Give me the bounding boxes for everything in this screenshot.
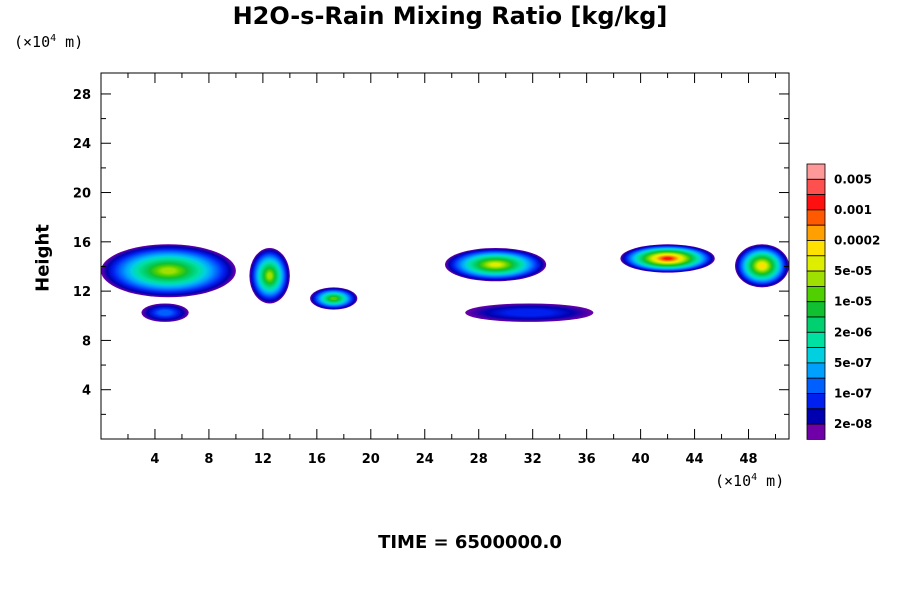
colorbar-label: 5e-07 bbox=[834, 356, 872, 370]
x-tick-label: 32 bbox=[524, 452, 542, 467]
field-region bbox=[141, 303, 189, 322]
colorbar-swatch bbox=[806, 331, 826, 348]
x-tick-label: 48 bbox=[739, 452, 757, 467]
x-tick-label: 12 bbox=[254, 452, 272, 467]
field-region bbox=[620, 244, 715, 273]
colorbar-swatch bbox=[806, 301, 826, 318]
colorbar-swatch bbox=[806, 377, 826, 394]
field-region bbox=[465, 303, 594, 322]
colorbar-label: 1e-05 bbox=[834, 295, 872, 309]
field-region bbox=[310, 287, 358, 310]
field-region bbox=[445, 247, 547, 282]
colorbar-swatch bbox=[806, 270, 826, 287]
colorbar-swatch bbox=[806, 209, 826, 226]
x-tick-label: 36 bbox=[578, 452, 596, 467]
time-label: TIME = 6500000.0 bbox=[378, 532, 562, 553]
x-tick-label: 20 bbox=[362, 452, 380, 467]
colorbar-label: 1e-07 bbox=[834, 387, 872, 401]
field-region bbox=[100, 244, 236, 298]
y-tick-label: 16 bbox=[73, 236, 91, 251]
x-tick-label: 28 bbox=[470, 452, 488, 467]
colorbar-swatch bbox=[806, 224, 826, 241]
colorbar-swatch bbox=[806, 240, 826, 257]
x-tick-label: 40 bbox=[632, 452, 650, 467]
y-tick-label: 28 bbox=[73, 88, 91, 103]
colorbar-label: 0.0002 bbox=[834, 234, 880, 248]
x-tick-label: 44 bbox=[686, 452, 704, 467]
colorbar-swatch bbox=[806, 408, 826, 425]
colorbar-swatch bbox=[806, 178, 826, 196]
colorbar-swatch bbox=[806, 362, 826, 379]
colorbar-swatch bbox=[806, 393, 826, 410]
colorbar-swatch bbox=[806, 347, 826, 364]
y-tick-label: 24 bbox=[73, 137, 91, 152]
colorbar-legend: 0.005 0.001 0.0002 5e-05 1e-05 2e-06 5e-07 1e-0… bbox=[806, 163, 880, 440]
x-tick-label: 8 bbox=[204, 452, 213, 467]
y-tick-label: 12 bbox=[73, 285, 91, 300]
x-tick-label: 24 bbox=[416, 452, 434, 467]
x-axis-unit: (×104 m) bbox=[715, 472, 785, 490]
colorbar-label: 0.001 bbox=[834, 203, 872, 217]
x-tick-label: 16 bbox=[308, 452, 326, 467]
colorbar-label: 2e-08 bbox=[834, 417, 872, 431]
chart-title: H2O-s-Rain Mixing Ratio [kg/kg] bbox=[232, 2, 668, 30]
x-tick-label: 4 bbox=[150, 452, 159, 467]
colorbar-swatch bbox=[806, 255, 826, 272]
colorbar-label: 2e-06 bbox=[834, 325, 872, 339]
colorbar-swatch bbox=[806, 423, 826, 440]
contour-fields bbox=[100, 244, 789, 322]
colorbar-label: 0.005 bbox=[834, 172, 872, 186]
plot-frame bbox=[100, 72, 790, 440]
y-axis-unit: (×104 m) bbox=[14, 33, 84, 51]
colorbar-swatch bbox=[806, 163, 826, 180]
y-tick-label: 20 bbox=[73, 187, 91, 202]
colorbar-label: 5e-05 bbox=[834, 264, 872, 278]
colorbar-swatch bbox=[806, 285, 826, 303]
colorbar-swatch bbox=[806, 316, 826, 333]
y-tick-label: 8 bbox=[82, 334, 91, 349]
field-region bbox=[249, 247, 290, 304]
colorbar-swatch bbox=[806, 194, 826, 211]
field-region bbox=[735, 244, 789, 288]
y-tick-label: 4 bbox=[82, 384, 91, 399]
